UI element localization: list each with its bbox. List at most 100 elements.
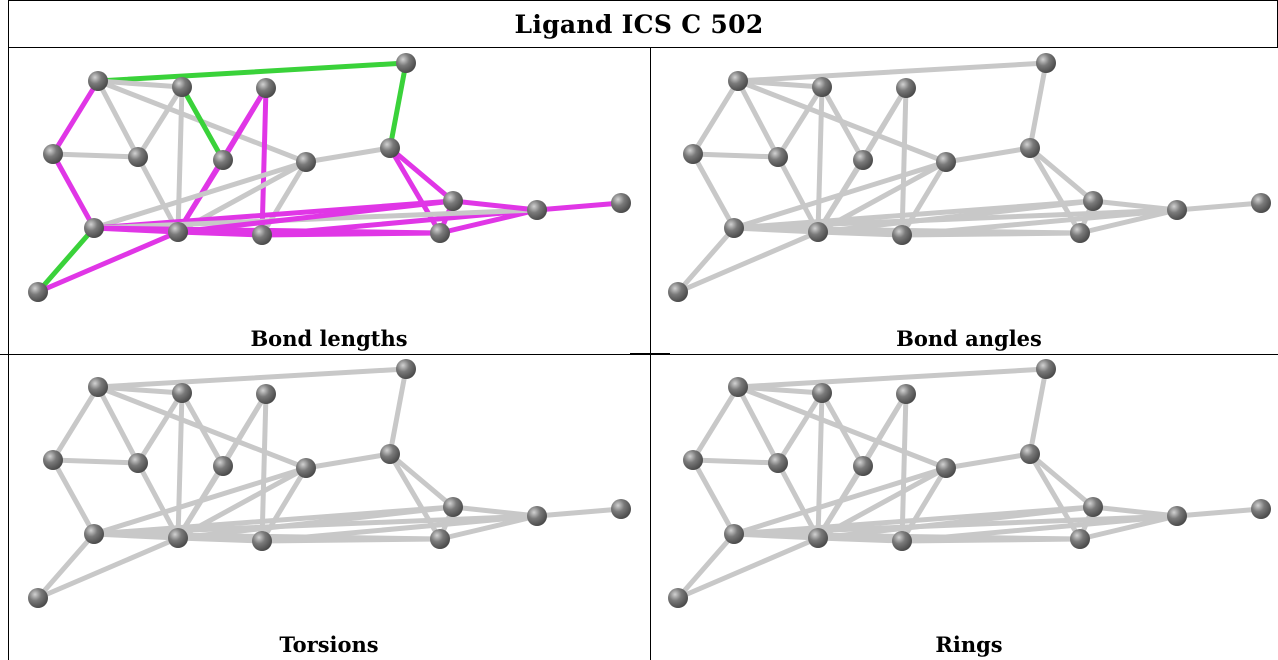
bond-12: [943, 451, 1033, 471]
bond-16: [690, 151, 781, 160]
bond-15: [50, 151, 97, 231]
bond-16: [690, 457, 781, 466]
atom-4: [43, 144, 63, 164]
atom-2: [896, 78, 916, 98]
atom-3: [396, 359, 416, 379]
atom-8: [1020, 444, 1040, 464]
bond-3: [95, 384, 141, 466]
atom-3: [1036, 53, 1056, 73]
atom-11: [1251, 193, 1271, 213]
bond-1: [735, 78, 825, 90]
atom-8: [1020, 138, 1040, 158]
bond-1: [95, 384, 185, 396]
bond-10: [899, 85, 909, 238]
atom-6: [213, 456, 233, 476]
bond-19: [675, 531, 737, 601]
bond-7: [815, 84, 825, 235]
atom-0: [728, 377, 748, 397]
bond-32: [175, 504, 456, 541]
bond-11: [1027, 60, 1049, 151]
atom-0: [88, 71, 108, 91]
bond-22: [731, 465, 949, 537]
bond-5: [135, 390, 185, 466]
atom-0: [88, 377, 108, 397]
bond-2: [690, 78, 741, 157]
bond-0: [95, 366, 409, 390]
atom-1: [812, 77, 832, 97]
bond-6: [819, 390, 866, 469]
bond-20: [675, 229, 821, 295]
panel-rings: Rings: [650, 356, 1278, 657]
atom-10: [527, 200, 547, 220]
panel-torsions: Torsions: [10, 356, 648, 657]
bond-6: [179, 84, 226, 163]
atom-1: [172, 383, 192, 403]
bond-15: [690, 457, 737, 537]
bond-11: [387, 366, 409, 457]
atom-8: [380, 138, 400, 158]
molecule-bond-lengths: [28, 53, 631, 302]
atom-9: [443, 497, 463, 517]
atom-13: [168, 528, 188, 548]
atom-4: [683, 144, 703, 164]
panel-bond-angles: Bond angles: [650, 50, 1278, 351]
panel-caption: Rings: [935, 632, 1003, 657]
atom-5: [128, 147, 148, 167]
bond-19: [35, 531, 97, 601]
bond-34: [1174, 506, 1264, 519]
bond-12: [303, 451, 393, 471]
atom-6: [853, 456, 873, 476]
bond-7: [175, 390, 185, 541]
atom-12: [84, 524, 104, 544]
bond-33: [1090, 198, 1180, 213]
atom-14: [252, 531, 272, 551]
panel-caption: Torsions: [279, 632, 379, 657]
bond-16: [50, 457, 141, 466]
atom-2: [256, 78, 276, 98]
bond-32: [815, 198, 1096, 235]
atom-16: [668, 282, 688, 302]
bond-7: [175, 84, 185, 235]
atom-11: [611, 499, 631, 519]
bond-11: [387, 60, 409, 151]
bond-32: [175, 198, 456, 235]
bond-22: [91, 159, 309, 231]
border-top: [8, 0, 1278, 1]
figure-title: Ligand ICS C 502: [514, 10, 764, 39]
atom-8: [380, 444, 400, 464]
atom-14: [892, 531, 912, 551]
atom-12: [724, 218, 744, 238]
bond-17: [775, 154, 821, 235]
atom-5: [768, 453, 788, 473]
bond-13: [387, 145, 456, 204]
atom-7: [936, 152, 956, 172]
bond-17: [135, 460, 181, 541]
atom-11: [1251, 499, 1271, 519]
bond-2: [50, 384, 101, 463]
atom-9: [1083, 191, 1103, 211]
atom-0: [728, 71, 748, 91]
bond-3: [95, 78, 141, 160]
atom-15: [1070, 223, 1090, 243]
atom-7: [296, 152, 316, 172]
atom-9: [443, 191, 463, 211]
panel-caption: Bond lengths: [250, 326, 408, 351]
bond-2: [50, 78, 101, 157]
molecule-bond-angles: [668, 53, 1271, 302]
border-left: [8, 0, 9, 660]
atom-6: [213, 150, 233, 170]
atom-12: [84, 218, 104, 238]
bond-7: [815, 390, 825, 541]
atom-10: [527, 506, 547, 526]
bond-20: [35, 229, 181, 295]
row-divider-tick: [630, 353, 670, 354]
atom-5: [128, 453, 148, 473]
atom-13: [168, 222, 188, 242]
bond-13: [1027, 145, 1096, 204]
atom-7: [936, 458, 956, 478]
title-rule: [8, 47, 1278, 48]
bond-20: [675, 535, 821, 601]
bond-15: [50, 457, 97, 537]
atom-1: [172, 77, 192, 97]
atom-2: [896, 384, 916, 404]
